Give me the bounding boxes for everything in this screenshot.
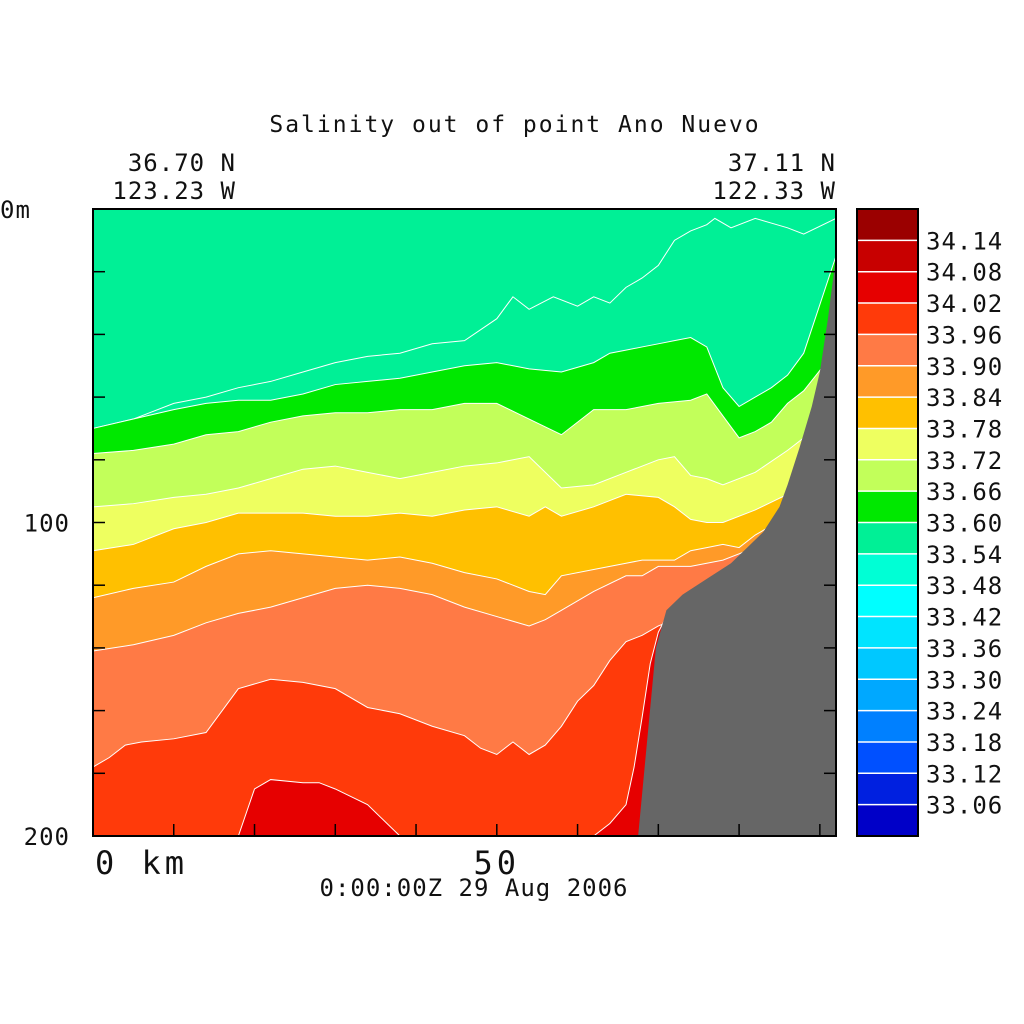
colorbar-swatch: [857, 553, 918, 586]
colorbar-level-label: 33.12: [926, 760, 1003, 788]
plot-area: [92, 209, 837, 837]
colorbar-level-label: 33.36: [926, 635, 1003, 663]
colorbar-level-label: 33.66: [926, 478, 1003, 506]
colorbar-swatch: [857, 271, 918, 304]
colorbar-frame: [856, 208, 919, 837]
colorbar-swatch: [857, 616, 918, 649]
end-latitude: 37.11 N: [728, 149, 836, 177]
colorbar-swatch: [857, 240, 918, 273]
colorbar-swatch: [857, 365, 918, 398]
colorbar-level-label: 33.96: [926, 321, 1003, 349]
colorbar-swatch: [857, 710, 918, 743]
colorbar-swatch: [857, 303, 918, 335]
colorbar-swatch: [857, 397, 918, 429]
colorbar-swatch: [857, 522, 918, 555]
colorbar-level-label: 33.30: [926, 666, 1003, 694]
y-tick-label: 0m: [0, 196, 31, 224]
colorbar-swatch: [857, 459, 918, 492]
colorbar-level-label: 33.18: [926, 729, 1003, 757]
colorbar-swatch: [857, 428, 918, 461]
colorbar-level-label: 34.02: [926, 290, 1003, 318]
x-tick-label: 50: [474, 844, 521, 882]
colorbar-swatch: [857, 647, 918, 680]
colorbar-level-label: 33.60: [926, 510, 1003, 538]
colorbar-swatch: [857, 585, 918, 618]
colorbar-level-label: 33.78: [926, 415, 1003, 443]
axes: 0m 100 200 0 km 50: [0, 196, 837, 882]
timestamp: 0:00:00Z 29 Aug 2006: [320, 874, 629, 902]
colorbar-level-label: 34.08: [926, 259, 1003, 287]
chart-title: Salinity out of point Ano Nuevo: [269, 112, 760, 138]
colorbar-swatch: [857, 741, 918, 774]
x-tick-label: 0 km: [95, 844, 188, 882]
colorbar-level-label: 33.42: [926, 604, 1003, 632]
colorbar-level-label: 33.84: [926, 384, 1003, 412]
colorbar-swatch: [857, 334, 918, 367]
land-bathymetry: [638, 256, 836, 836]
colorbar-level-label: 33.90: [926, 353, 1003, 381]
colorbar-swatch: [857, 679, 918, 712]
colorbar-level-label: 33.24: [926, 698, 1003, 726]
y-tick-label: 100: [24, 510, 70, 538]
colorbar-swatch: [857, 491, 918, 523]
y-tick-label: 200: [24, 823, 70, 851]
colorbar-level-label: 33.48: [926, 572, 1003, 600]
colorbar-level-label: 33.54: [926, 541, 1003, 569]
start-latitude: 36.70 N: [128, 149, 236, 177]
colorbar-level-label: 33.06: [926, 792, 1003, 820]
colorbar-swatch: [857, 209, 918, 241]
colorbar-level-label: 33.72: [926, 447, 1003, 475]
colorbar: 34.14 34.08 34.02 33.96 33.90 33.84 33.78 33.72…: [856, 208, 1003, 837]
colorbar-swatch: [857, 773, 918, 806]
colorbar-swatch: [857, 804, 918, 837]
colorbar-level-label: 34.14: [926, 227, 1003, 255]
start-longitude: 123.23 W: [112, 177, 236, 205]
end-longitude: 122.33 W: [712, 177, 836, 205]
